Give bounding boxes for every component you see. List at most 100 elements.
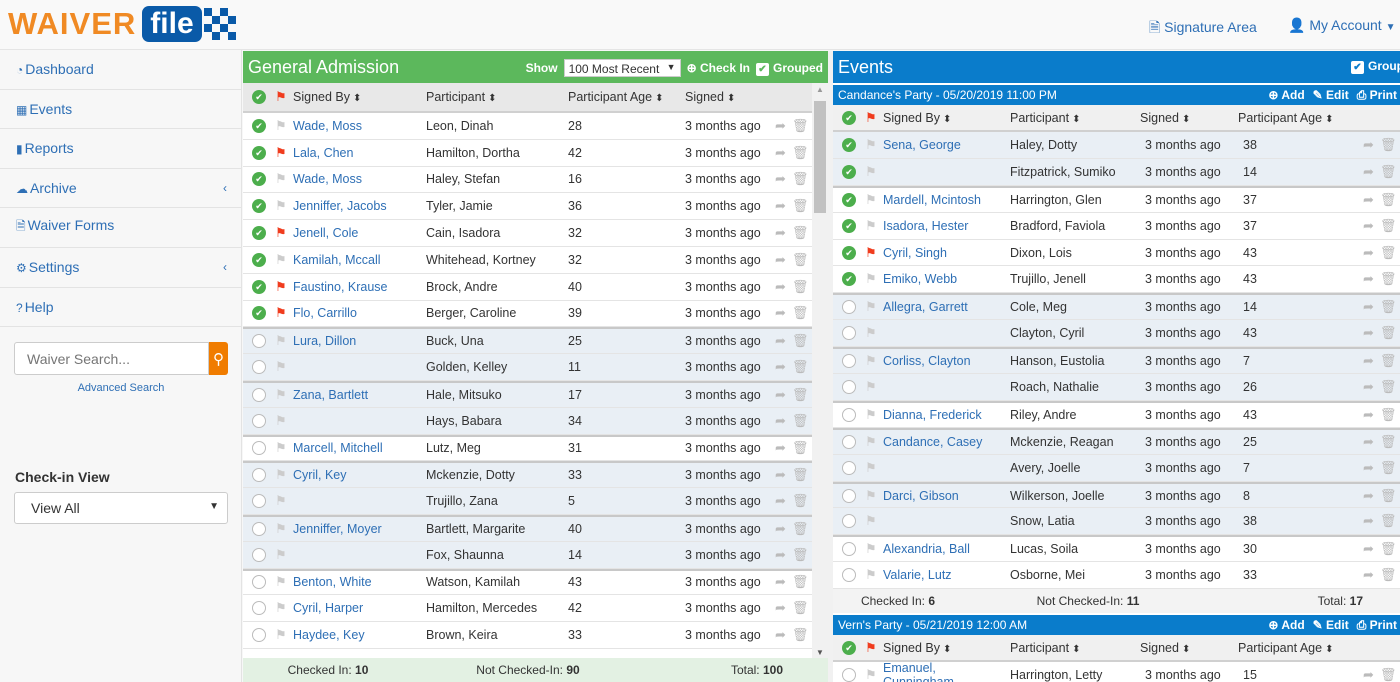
signer-link[interactable]: Corliss, Clayton <box>883 354 971 369</box>
trash-icon[interactable]: 🗑 <box>791 251 809 267</box>
flag-icon[interactable]: ⚑ <box>275 440 287 456</box>
checked-in-icon[interactable]: ✔ <box>251 172 267 187</box>
share-icon[interactable]: ➦ <box>775 359 786 375</box>
share-icon[interactable]: ➦ <box>775 144 786 160</box>
share-icon[interactable]: ➦ <box>1363 541 1374 557</box>
trash-icon[interactable]: 🗑 <box>1379 191 1397 207</box>
share-icon[interactable]: ➦ <box>775 171 786 187</box>
share-icon[interactable]: ➦ <box>775 627 786 643</box>
advanced-search-link[interactable]: Advanced Search <box>77 382 165 394</box>
signer-link[interactable]: Emiko, Webb <box>883 272 958 287</box>
share-icon[interactable]: ➦ <box>1363 217 1374 233</box>
flag-icon[interactable]: ⚑ <box>865 163 877 179</box>
flag-icon[interactable]: ⚑ <box>865 433 877 449</box>
event-add-button[interactable]: ⊕ Add <box>1268 618 1304 633</box>
flag-icon[interactable]: ⚑ <box>275 117 287 133</box>
trash-icon[interactable]: 🗑 <box>1379 325 1397 341</box>
not-checked-in-icon[interactable] <box>251 387 267 402</box>
flag-icon[interactable]: ⚑ <box>275 278 287 294</box>
waiver-search-input[interactable] <box>14 342 209 375</box>
column-header-participant[interactable]: Participant ⬍ <box>1010 111 1140 125</box>
not-checked-in-icon[interactable] <box>841 460 857 475</box>
signer-link[interactable]: Alexandria, Ball <box>883 542 970 557</box>
trash-icon[interactable]: 🗑 <box>1379 459 1397 475</box>
flag-icon[interactable]: ⚑ <box>865 406 877 422</box>
share-icon[interactable]: ➦ <box>1363 271 1374 287</box>
not-checked-in-icon[interactable] <box>841 542 857 557</box>
signer-link[interactable]: Dianna, Frederick <box>883 407 982 422</box>
share-icon[interactable]: ➦ <box>775 520 786 536</box>
signer-link[interactable]: Lura, Dillon <box>293 334 357 349</box>
checked-in-icon[interactable]: ✔ <box>841 218 857 233</box>
signer-link[interactable]: Cyril, Harper <box>293 601 364 616</box>
signer-link[interactable]: Kamilah, Mccall <box>293 252 381 267</box>
flag-icon[interactable]: ⚑ <box>275 520 287 536</box>
flag-icon[interactable]: ⚑ <box>865 299 877 315</box>
flag-icon[interactable]: ⚑ <box>865 513 877 529</box>
sidebar-item-archive[interactable]: ☁ Archive ‹ <box>0 169 241 209</box>
signer-link[interactable]: Mardell, Mcintosh <box>883 192 981 207</box>
column-header-participant-age[interactable]: Participant Age ⬍ <box>1238 111 1348 125</box>
trash-icon[interactable]: 🗑 <box>1379 271 1397 287</box>
trash-icon[interactable]: 🗑 <box>791 171 809 187</box>
trash-icon[interactable]: 🗑 <box>1379 667 1397 682</box>
signer-link[interactable]: Wade, Moss <box>293 118 363 133</box>
flag-icon[interactable]: ⚑ <box>865 353 877 369</box>
column-header-participant-age[interactable]: Participant Age ⬍ <box>568 90 685 104</box>
column-header-signed[interactable]: Signed ⬍ <box>1140 111 1238 125</box>
signer-link[interactable]: Zana, Bartlett <box>293 387 369 402</box>
share-icon[interactable]: ➦ <box>775 467 786 483</box>
share-icon[interactable]: ➦ <box>775 574 786 590</box>
signer-link[interactable]: Valarie, Lutz <box>883 568 952 583</box>
not-checked-in-icon[interactable] <box>251 468 267 483</box>
not-checked-in-icon[interactable] <box>841 300 857 315</box>
flag-icon[interactable]: ⚑ <box>275 144 287 160</box>
flag-icon[interactable]: ⚑ <box>865 487 877 503</box>
my-account-menu[interactable]: 👤 My Account ▼ <box>1288 17 1396 34</box>
flag-icon[interactable]: ⚑ <box>865 136 877 152</box>
event-add-button[interactable]: ⊕ Add <box>1268 88 1304 103</box>
flag-icon[interactable]: ⚑ <box>275 198 287 214</box>
checked-in-icon[interactable]: ✔ <box>251 145 267 160</box>
flag-icon[interactable]: ⚑ <box>865 191 877 207</box>
column-header-participant-age[interactable]: Participant Age ⬍ <box>1238 641 1348 655</box>
trash-icon[interactable]: 🗑 <box>1379 244 1397 260</box>
trash-icon[interactable]: 🗑 <box>1379 406 1397 422</box>
signer-link[interactable]: Lala, Chen <box>293 145 354 160</box>
not-checked-in-icon[interactable] <box>251 628 267 643</box>
share-icon[interactable]: ➦ <box>775 386 786 402</box>
trash-icon[interactable]: 🗑 <box>1379 487 1397 503</box>
flag-icon[interactable]: ⚑ <box>865 567 877 583</box>
trash-icon[interactable]: 🗑 <box>1379 163 1397 179</box>
share-icon[interactable]: ➦ <box>775 600 786 616</box>
trash-icon[interactable]: 🗑 <box>791 333 809 349</box>
show-select[interactable]: 100 Most Recent ▼ <box>563 59 681 77</box>
share-icon[interactable]: ➦ <box>775 412 786 428</box>
flag-icon[interactable]: ⚑ <box>865 378 877 394</box>
share-icon[interactable]: ➦ <box>1363 433 1374 449</box>
share-icon[interactable]: ➦ <box>775 278 786 294</box>
trash-icon[interactable]: 🗑 <box>791 198 809 214</box>
event-print-button[interactable]: ⎙ Print <box>1357 618 1397 633</box>
event-edit-button[interactable]: ✎ Edit <box>1313 618 1349 633</box>
checked-in-icon[interactable]: ✔ <box>841 137 857 152</box>
trash-icon[interactable]: 🗑 <box>1379 378 1397 394</box>
flag-icon[interactable]: ⚑ <box>275 467 287 483</box>
signer-link[interactable]: Wade, Moss <box>293 172 363 187</box>
flag-icon[interactable]: ⚑ <box>275 386 287 402</box>
flag-icon[interactable]: ⚑ <box>865 244 877 260</box>
not-checked-in-icon[interactable] <box>841 668 857 682</box>
flag-icon[interactable]: ⚑ <box>275 546 287 562</box>
share-icon[interactable]: ➦ <box>1363 487 1374 503</box>
trash-icon[interactable]: 🗑 <box>1379 299 1397 315</box>
trash-icon[interactable]: 🗑 <box>791 386 809 402</box>
trash-icon[interactable]: 🗑 <box>1379 136 1397 152</box>
not-checked-in-icon[interactable] <box>251 575 267 590</box>
flag-icon[interactable]: ⚑ <box>275 600 287 616</box>
checked-in-icon[interactable]: ✔ <box>251 118 267 133</box>
signature-area-link[interactable]: 🗎 Signature Area <box>1149 17 1257 41</box>
share-icon[interactable]: ➦ <box>1363 325 1374 341</box>
trash-icon[interactable]: 🗑 <box>1379 217 1397 233</box>
flag-icon[interactable]: ⚑ <box>275 333 287 349</box>
trash-icon[interactable]: 🗑 <box>791 627 809 643</box>
